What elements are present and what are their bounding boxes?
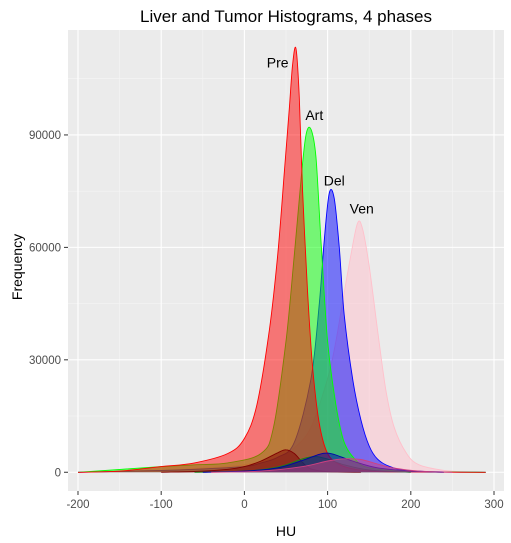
peak-label-pre: Pre <box>267 54 289 70</box>
peak-labels: Pre Art Del Ven <box>267 54 374 216</box>
x-axis-title: HU <box>276 523 296 539</box>
y-axis-title: Frequency <box>9 234 25 300</box>
x-tick-label: 0 <box>241 499 247 511</box>
y-tick-label: 60000 <box>29 242 61 254</box>
chart-title: Liver and Tumor Histograms, 4 phases <box>140 7 432 26</box>
y-axis: 0 30000 60000 90000 <box>29 130 68 479</box>
peak-label-art: Art <box>305 107 323 123</box>
series-layer <box>77 46 486 473</box>
x-tick-label: -200 <box>66 499 89 511</box>
x-tick-label: 300 <box>484 499 503 511</box>
x-tick-label: 100 <box>318 499 337 511</box>
series-area-pre <box>78 47 486 473</box>
peak-label-del: Del <box>324 173 345 189</box>
series-line-tumor-ven <box>211 458 453 473</box>
series-area-ven <box>78 220 486 473</box>
x-tick-label: -100 <box>150 499 173 511</box>
series-area-tumor-ven <box>211 458 453 473</box>
x-tick-label: 200 <box>401 499 420 511</box>
x-axis: -200 -100 0 100 200 300 <box>66 491 504 511</box>
y-tick-label: 30000 <box>29 355 61 367</box>
peak-label-ven: Ven <box>350 201 374 217</box>
y-tick-label: 0 <box>55 467 61 479</box>
y-tick-label: 90000 <box>29 130 61 142</box>
